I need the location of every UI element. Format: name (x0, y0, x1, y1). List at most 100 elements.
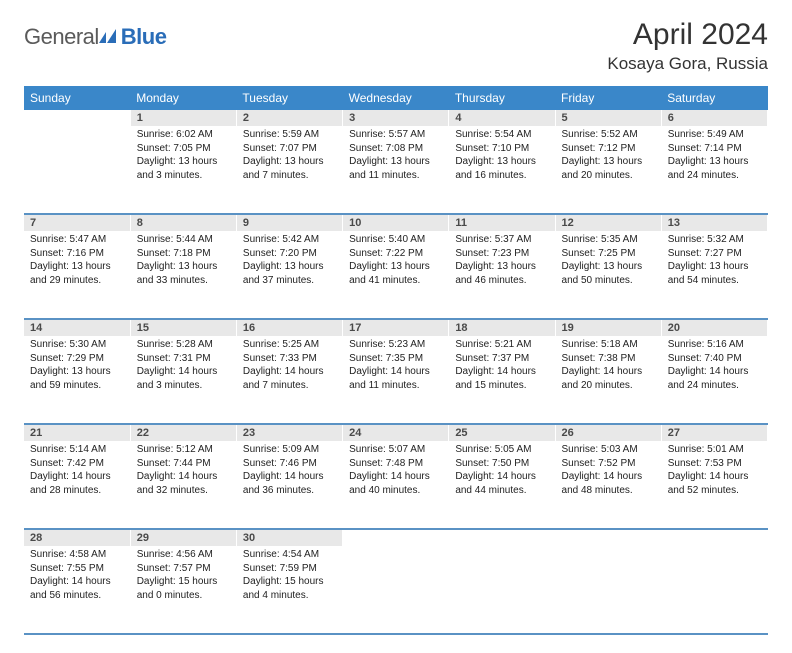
day-number-cell: 19 (555, 319, 661, 336)
day-number-cell: 22 (130, 424, 236, 441)
day-number-cell: 26 (555, 424, 661, 441)
sunset-line: Sunset: 7:44 PM (137, 457, 230, 471)
day-number-cell: 1 (130, 110, 236, 126)
logo-text-part2: Blue (121, 24, 167, 50)
daylight-line: Daylight: 14 hours and 20 minutes. (562, 365, 655, 392)
week-daynum-row: 78910111213 (24, 214, 768, 231)
sunset-line: Sunset: 7:08 PM (349, 142, 442, 156)
sunrise-line: Sunrise: 5:09 AM (243, 443, 336, 457)
daylight-line: Daylight: 14 hours and 24 minutes. (668, 365, 761, 392)
day-content-cell: Sunrise: 5:28 AMSunset: 7:31 PMDaylight:… (130, 336, 236, 424)
day-number-cell: 25 (449, 424, 555, 441)
week-content-row: Sunrise: 5:30 AMSunset: 7:29 PMDaylight:… (24, 336, 768, 424)
daylight-line: Daylight: 13 hours and 16 minutes. (455, 155, 548, 182)
sunrise-line: Sunrise: 5:40 AM (349, 233, 442, 247)
sunset-line: Sunset: 7:22 PM (349, 247, 442, 261)
sunset-line: Sunset: 7:50 PM (455, 457, 548, 471)
week-content-row: Sunrise: 5:14 AMSunset: 7:42 PMDaylight:… (24, 441, 768, 529)
logo-flag-icon (99, 29, 117, 45)
daylight-line: Daylight: 14 hours and 3 minutes. (137, 365, 230, 392)
week-content-row: Sunrise: 5:47 AMSunset: 7:16 PMDaylight:… (24, 231, 768, 319)
sunset-line: Sunset: 7:16 PM (30, 247, 124, 261)
day-content-cell: Sunrise: 4:56 AMSunset: 7:57 PMDaylight:… (130, 546, 236, 634)
daylight-line: Daylight: 14 hours and 48 minutes. (562, 470, 655, 497)
week-content-row: Sunrise: 4:58 AMSunset: 7:55 PMDaylight:… (24, 546, 768, 634)
sunset-line: Sunset: 7:29 PM (30, 352, 124, 366)
week-daynum-row: 21222324252627 (24, 424, 768, 441)
day-content-cell: Sunrise: 5:23 AMSunset: 7:35 PMDaylight:… (343, 336, 449, 424)
daylight-line: Daylight: 13 hours and 33 minutes. (137, 260, 230, 287)
day-content-cell: Sunrise: 5:14 AMSunset: 7:42 PMDaylight:… (24, 441, 130, 529)
day-content-cell: Sunrise: 5:47 AMSunset: 7:16 PMDaylight:… (24, 231, 130, 319)
day-number-cell: 29 (130, 529, 236, 546)
day-content-cell: Sunrise: 5:42 AMSunset: 7:20 PMDaylight:… (236, 231, 342, 319)
sunrise-line: Sunrise: 5:25 AM (243, 338, 336, 352)
daylight-line: Daylight: 14 hours and 36 minutes. (243, 470, 336, 497)
sunset-line: Sunset: 7:57 PM (137, 562, 230, 576)
sunset-line: Sunset: 7:53 PM (668, 457, 761, 471)
week-content-row: Sunrise: 6:02 AMSunset: 7:05 PMDaylight:… (24, 126, 768, 214)
day-content-cell (661, 546, 767, 634)
day-number-cell: 24 (343, 424, 449, 441)
day-number-cell: 12 (555, 214, 661, 231)
daylight-line: Daylight: 13 hours and 20 minutes. (562, 155, 655, 182)
day-content-cell: Sunrise: 5:18 AMSunset: 7:38 PMDaylight:… (555, 336, 661, 424)
sunset-line: Sunset: 7:52 PM (562, 457, 655, 471)
daylight-line: Daylight: 13 hours and 59 minutes. (30, 365, 124, 392)
calendar-page: General Blue April 2024 Kosaya Gora, Rus… (0, 0, 792, 653)
sunrise-line: Sunrise: 5:01 AM (668, 443, 761, 457)
sunset-line: Sunset: 7:23 PM (455, 247, 548, 261)
day-number-cell (555, 529, 661, 546)
logo-text-part1: General (24, 24, 99, 50)
sunrise-line: Sunrise: 4:54 AM (243, 548, 336, 562)
sunrise-line: Sunrise: 5:05 AM (455, 443, 548, 457)
daylight-line: Daylight: 14 hours and 44 minutes. (455, 470, 548, 497)
daylight-line: Daylight: 14 hours and 15 minutes. (455, 365, 548, 392)
daylight-line: Daylight: 15 hours and 4 minutes. (243, 575, 336, 602)
week-daynum-row: 14151617181920 (24, 319, 768, 336)
day-number-cell: 11 (449, 214, 555, 231)
sunrise-line: Sunrise: 4:58 AM (30, 548, 124, 562)
daylight-line: Daylight: 13 hours and 37 minutes. (243, 260, 336, 287)
day-content-cell (343, 546, 449, 634)
daylight-line: Daylight: 14 hours and 52 minutes. (668, 470, 761, 497)
week-daynum-row: 123456 (24, 110, 768, 126)
day-number-cell (343, 529, 449, 546)
sunrise-line: Sunrise: 6:02 AM (137, 128, 230, 142)
page-header: General Blue April 2024 Kosaya Gora, Rus… (24, 18, 768, 74)
day-content-cell: Sunrise: 5:32 AMSunset: 7:27 PMDaylight:… (661, 231, 767, 319)
daylight-line: Daylight: 14 hours and 11 minutes. (349, 365, 442, 392)
day-content-cell: Sunrise: 4:58 AMSunset: 7:55 PMDaylight:… (24, 546, 130, 634)
sunrise-line: Sunrise: 5:23 AM (349, 338, 442, 352)
calendar-table: SundayMondayTuesdayWednesdayThursdayFrid… (24, 86, 768, 635)
sunset-line: Sunset: 7:10 PM (455, 142, 548, 156)
day-content-cell (449, 546, 555, 634)
day-content-cell: Sunrise: 5:09 AMSunset: 7:46 PMDaylight:… (236, 441, 342, 529)
daylight-line: Daylight: 13 hours and 3 minutes. (137, 155, 230, 182)
sunset-line: Sunset: 7:12 PM (562, 142, 655, 156)
day-number-cell: 7 (24, 214, 130, 231)
daylight-line: Daylight: 13 hours and 7 minutes. (243, 155, 336, 182)
day-content-cell: Sunrise: 5:16 AMSunset: 7:40 PMDaylight:… (661, 336, 767, 424)
daylight-line: Daylight: 14 hours and 7 minutes. (243, 365, 336, 392)
day-number-cell: 9 (236, 214, 342, 231)
weekday-header: Friday (555, 86, 661, 110)
daylight-line: Daylight: 14 hours and 56 minutes. (30, 575, 124, 602)
sunrise-line: Sunrise: 5:18 AM (562, 338, 655, 352)
month-title: April 2024 (607, 18, 768, 52)
sunset-line: Sunset: 7:46 PM (243, 457, 336, 471)
day-number-cell: 13 (661, 214, 767, 231)
day-number-cell: 20 (661, 319, 767, 336)
sunset-line: Sunset: 7:33 PM (243, 352, 336, 366)
daylight-line: Daylight: 14 hours and 28 minutes. (30, 470, 124, 497)
day-content-cell: Sunrise: 5:37 AMSunset: 7:23 PMDaylight:… (449, 231, 555, 319)
day-content-cell: Sunrise: 5:54 AMSunset: 7:10 PMDaylight:… (449, 126, 555, 214)
day-content-cell: Sunrise: 5:57 AMSunset: 7:08 PMDaylight:… (343, 126, 449, 214)
day-number-cell: 30 (236, 529, 342, 546)
weekday-header: Sunday (24, 86, 130, 110)
day-content-cell (555, 546, 661, 634)
day-number-cell: 3 (343, 110, 449, 126)
day-number-cell: 21 (24, 424, 130, 441)
day-content-cell: Sunrise: 5:12 AMSunset: 7:44 PMDaylight:… (130, 441, 236, 529)
sunrise-line: Sunrise: 5:35 AM (562, 233, 655, 247)
